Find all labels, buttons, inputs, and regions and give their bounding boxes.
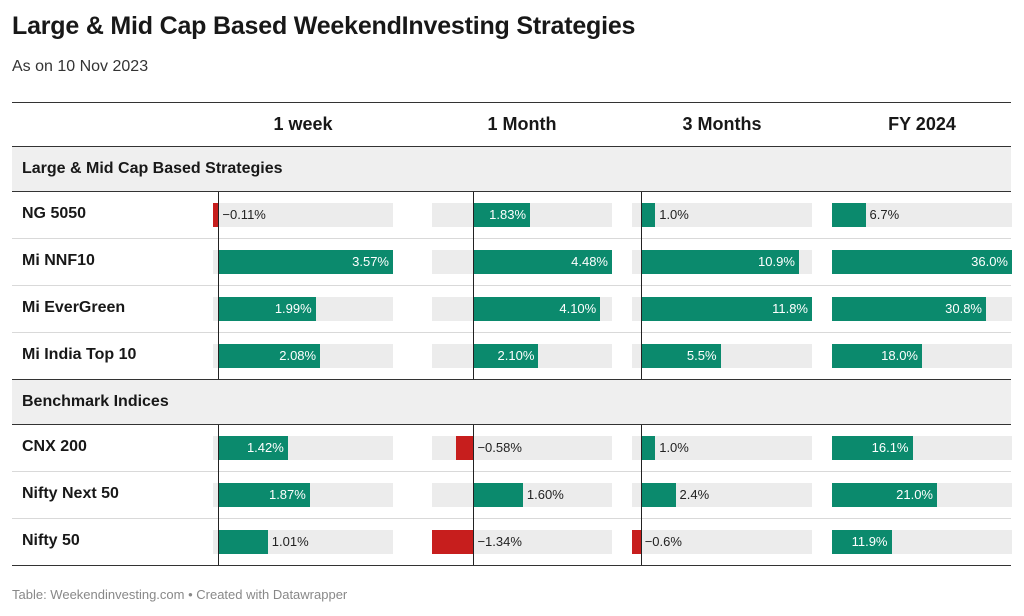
zero-axis-line xyxy=(473,425,474,565)
value-label: 11.9% xyxy=(851,534,888,549)
row-label: Mi EverGreen xyxy=(22,299,126,316)
value-label: 1.87% xyxy=(268,487,306,502)
group-header-row xyxy=(12,380,1011,424)
value-bar xyxy=(218,530,268,554)
value-bar xyxy=(832,436,913,460)
row-label: NG 5050 xyxy=(22,205,87,222)
group-label: Large & Mid Cap Based Strategies xyxy=(22,160,283,177)
value-bar xyxy=(640,483,676,507)
value-bar xyxy=(473,250,612,274)
value-label: 2.4% xyxy=(679,487,710,502)
value-label: −0.6% xyxy=(644,534,682,549)
value-label: 21.0% xyxy=(896,487,933,502)
row-divider xyxy=(12,238,1011,239)
value-bar xyxy=(473,344,539,368)
chart-subtitle: As on 10 Nov 2023 xyxy=(12,58,149,75)
value-bar xyxy=(640,344,721,368)
value-bar xyxy=(640,436,656,460)
zero-axis-line xyxy=(641,192,642,379)
value-bar xyxy=(218,483,310,507)
bar-track xyxy=(632,436,812,460)
value-label: −0.58% xyxy=(477,440,522,455)
value-bar xyxy=(473,203,531,227)
chart-title: Large & Mid Cap Based WeekendInvesting S… xyxy=(12,12,636,40)
value-label: 18.0% xyxy=(881,348,918,363)
value-bar xyxy=(832,297,986,321)
bar-track xyxy=(632,203,812,227)
value-label: 11.8% xyxy=(772,301,808,316)
value-bar xyxy=(218,250,393,274)
value-bar xyxy=(455,436,474,460)
value-bar xyxy=(832,530,892,554)
value-bar xyxy=(473,483,523,507)
group-header-row xyxy=(12,147,1011,191)
value-label: 30.8% xyxy=(945,301,982,316)
value-bar xyxy=(432,530,474,554)
value-label: −0.11% xyxy=(222,207,266,222)
value-bar xyxy=(832,344,922,368)
row-label: Mi NNF10 xyxy=(22,252,95,269)
value-label: 5.5% xyxy=(686,348,717,363)
group-bottom-border xyxy=(12,191,1011,192)
value-bar xyxy=(218,436,288,460)
value-label: 1.01% xyxy=(271,534,309,549)
row-divider xyxy=(12,285,1011,286)
value-label: 6.7% xyxy=(869,207,900,222)
zero-axis-line xyxy=(641,425,642,565)
value-bar xyxy=(640,297,812,321)
value-label: −1.34% xyxy=(477,534,522,549)
value-bar xyxy=(213,203,219,227)
value-bar xyxy=(832,250,1012,274)
row-divider xyxy=(12,518,1011,519)
value-bar xyxy=(640,203,656,227)
section-bottom-border xyxy=(12,565,1011,566)
value-label: 16.1% xyxy=(871,440,909,455)
row-label: CNX 200 xyxy=(22,438,87,455)
bar-track xyxy=(213,203,393,227)
column-header: FY 2024 xyxy=(888,114,956,134)
column-header: 1 Month xyxy=(487,114,557,134)
value-label: 2.10% xyxy=(497,348,535,363)
value-bar xyxy=(832,203,866,227)
value-label: 1.83% xyxy=(489,207,527,222)
header-bottom-border xyxy=(12,146,1011,147)
column-header: 1 week xyxy=(273,114,333,134)
table-top-border xyxy=(12,102,1011,103)
value-label: 1.0% xyxy=(659,207,689,222)
value-label: 36.0% xyxy=(971,254,1008,269)
value-label: 1.0% xyxy=(659,440,689,455)
value-label: 1.60% xyxy=(526,487,564,502)
group-label: Benchmark Indices xyxy=(22,393,169,410)
value-bar xyxy=(832,483,937,507)
row-divider xyxy=(12,471,1011,472)
value-bar xyxy=(218,344,321,368)
value-label: 10.9% xyxy=(758,254,795,269)
group-bottom-border xyxy=(12,424,1011,425)
value-bar xyxy=(473,297,601,321)
row-label: Nifty Next 50 xyxy=(22,485,119,502)
value-bar xyxy=(632,530,641,554)
value-label: 2.08% xyxy=(279,348,317,363)
row-label: Nifty 50 xyxy=(22,532,80,549)
zero-axis-line xyxy=(218,192,219,379)
bar-track xyxy=(632,530,812,554)
zero-axis-line xyxy=(473,192,474,379)
value-bar xyxy=(640,250,799,274)
row-label: Mi India Top 10 xyxy=(22,346,137,363)
value-label: 4.10% xyxy=(559,301,597,316)
value-label: 3.57% xyxy=(352,254,389,269)
chart-footer: Table: Weekendinvesting.com • Created wi… xyxy=(12,587,348,602)
column-header: 3 Months xyxy=(682,114,762,134)
zero-axis-line xyxy=(218,425,219,565)
value-bar xyxy=(218,297,316,321)
value-label: 1.42% xyxy=(246,440,284,455)
value-label: 1.99% xyxy=(274,301,312,316)
row-divider xyxy=(12,332,1011,333)
value-label: 4.48% xyxy=(571,254,608,269)
section-bottom-border xyxy=(12,379,1011,380)
